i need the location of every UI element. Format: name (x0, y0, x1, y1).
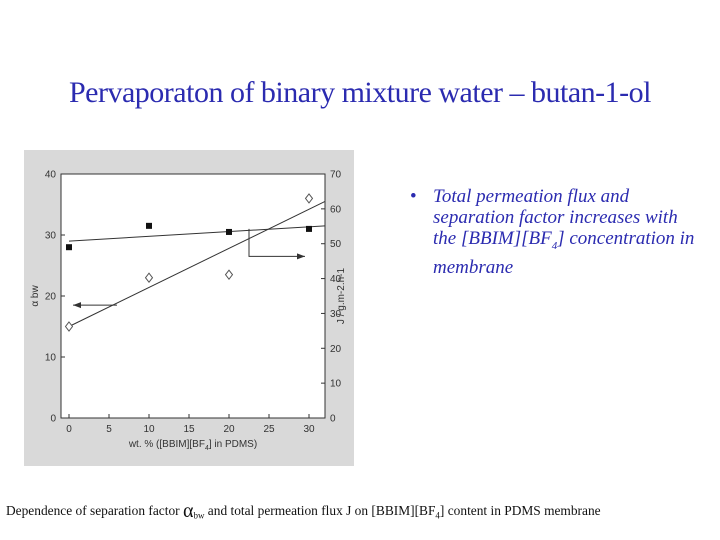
x-tick-label: 15 (183, 424, 195, 435)
square-point (226, 228, 232, 235)
y-tick-label: 40 (45, 170, 57, 181)
x-axis-label: wt. % ([BBIM][BF4] in PDMS) (128, 439, 257, 452)
diamond-point (64, 321, 74, 332)
square-trend-line (68, 225, 326, 242)
x-tick-label: 10 (143, 424, 155, 435)
y2-tick-label: 70 (330, 170, 342, 181)
arrow-to-right-axis (248, 228, 305, 257)
diamond-point (144, 272, 154, 284)
x-tick-label: 0 (66, 424, 72, 435)
y2-tick-label: 30 (330, 309, 342, 320)
x-tick-label: 5 (106, 424, 112, 435)
slide-title: Pervaporaton of binary mixture water – b… (69, 76, 651, 109)
chart: 0 5 10 15 20 25 30 0 10 20 30 40 0 10 20 30 40 50 60 70 w… (30, 170, 347, 453)
square-point (66, 244, 72, 251)
y-tick-label: 10 (45, 353, 57, 364)
y2-tick-label: 20 (330, 344, 342, 355)
bullet-point: • Total permeation flux and separation f… (410, 186, 700, 278)
y2-tick-label: 0 (330, 414, 336, 425)
bullet-text: Total permeation flux and separation fac… (433, 186, 695, 278)
x-tick-label: 20 (223, 424, 235, 435)
y2-tick-label: 50 (330, 239, 342, 250)
figure-caption: Dependence of separation factor αbw and … (6, 500, 601, 522)
diamond-point (224, 269, 234, 280)
bullet-dot: • (410, 186, 417, 207)
y2-tick-label: 60 (330, 204, 342, 215)
y2-axis-label: J / g.m-2.h-1 (336, 268, 347, 325)
plot-area (60, 173, 326, 419)
y-tick-label: 20 (45, 292, 57, 303)
chart-frame: 0 5 10 15 20 25 30 0 10 20 30 40 0 10 20 30 40 50 60 70 w… (24, 150, 354, 466)
y2-tick-label: 40 (330, 274, 342, 285)
y2-tick-label: 10 (330, 379, 342, 390)
diamond-point (304, 193, 314, 204)
square-point (146, 222, 152, 229)
x-tick-label: 25 (263, 424, 275, 435)
square-point (306, 225, 312, 232)
arrow-head (297, 253, 305, 260)
y-axis-label: α bw (30, 285, 41, 307)
arrow-head (73, 302, 81, 309)
x-tick-label: 30 (303, 424, 315, 435)
y-tick-label: 30 (45, 231, 57, 242)
diamond-trend-line (68, 201, 326, 327)
y-tick-label: 0 (50, 414, 56, 425)
